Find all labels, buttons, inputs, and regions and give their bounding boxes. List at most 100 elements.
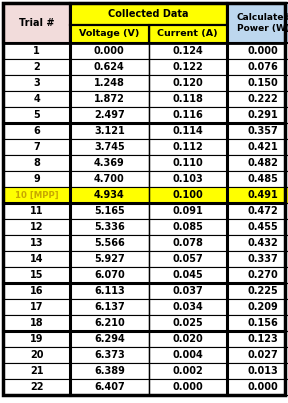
Text: 0.222: 0.222 [248, 94, 279, 104]
Text: Current (A): Current (A) [158, 29, 218, 38]
Bar [3, 171, 70, 187]
Text: 16: 16 [30, 286, 43, 296]
Bar [149, 75, 227, 91]
Bar [3, 235, 70, 251]
Bar [3, 75, 70, 91]
Bar [3, 219, 70, 235]
Text: 5: 5 [33, 110, 40, 120]
Text: 0.421: 0.421 [248, 142, 279, 152]
Text: 0.482: 0.482 [248, 158, 279, 168]
Text: 5.165: 5.165 [94, 206, 125, 216]
Bar [149, 283, 227, 299]
Bar [70, 251, 149, 267]
Text: 0.091: 0.091 [172, 206, 203, 216]
Text: 19: 19 [30, 334, 43, 344]
Text: 0.124: 0.124 [172, 46, 203, 56]
Text: 6.210: 6.210 [94, 318, 125, 328]
Text: Calculated
Power (W): Calculated Power (W) [236, 13, 288, 33]
Text: 0.270: 0.270 [248, 270, 279, 280]
Text: 3: 3 [33, 78, 40, 88]
Text: 14: 14 [30, 254, 43, 264]
Text: 1: 1 [33, 46, 40, 56]
Bar [70, 187, 149, 203]
Bar [227, 107, 288, 123]
Text: 0.291: 0.291 [248, 110, 279, 120]
Bar [70, 43, 149, 59]
Bar [70, 315, 149, 331]
Bar [149, 155, 227, 171]
Bar [227, 155, 288, 171]
Bar [227, 219, 288, 235]
Bar [70, 3, 227, 25]
Text: 15: 15 [30, 270, 43, 280]
Text: 21: 21 [30, 366, 43, 376]
Bar [227, 203, 288, 219]
Text: 2.497: 2.497 [94, 110, 125, 120]
Text: 0.000: 0.000 [248, 46, 279, 56]
Bar [149, 123, 227, 139]
Bar [3, 3, 70, 43]
Bar [70, 155, 149, 171]
Text: 0.078: 0.078 [172, 238, 203, 248]
Text: 0.491: 0.491 [248, 190, 279, 200]
Text: 6: 6 [33, 126, 40, 136]
Bar [227, 139, 288, 155]
Bar [70, 379, 149, 395]
Bar [70, 299, 149, 315]
Text: Collected Data: Collected Data [108, 9, 189, 19]
Text: 0.034: 0.034 [172, 302, 203, 312]
Bar [70, 59, 149, 75]
Bar [227, 75, 288, 91]
Text: 0.000: 0.000 [172, 382, 203, 392]
Text: 5.566: 5.566 [94, 238, 125, 248]
Text: 6.389: 6.389 [94, 366, 125, 376]
Text: 10 [MPP]: 10 [MPP] [15, 190, 58, 199]
Text: 6.070: 6.070 [94, 270, 125, 280]
Text: 0.076: 0.076 [248, 62, 279, 72]
Text: 0.114: 0.114 [172, 126, 203, 136]
Text: 4.700: 4.700 [94, 174, 125, 184]
Text: 0.025: 0.025 [172, 318, 203, 328]
Text: 0.432: 0.432 [248, 238, 279, 248]
Bar [3, 251, 70, 267]
Bar [227, 299, 288, 315]
Text: 0.455: 0.455 [248, 222, 279, 232]
Text: 0.002: 0.002 [172, 366, 203, 376]
Text: 0.100: 0.100 [172, 190, 203, 200]
Bar [3, 299, 70, 315]
Text: 6.137: 6.137 [94, 302, 125, 312]
Bar [70, 75, 149, 91]
Bar [3, 43, 70, 59]
Text: 0.085: 0.085 [172, 222, 203, 232]
Text: 12: 12 [30, 222, 43, 232]
Bar [227, 315, 288, 331]
Bar [227, 251, 288, 267]
Text: 0.027: 0.027 [248, 350, 279, 360]
Text: 6.407: 6.407 [94, 382, 125, 392]
Bar [70, 203, 149, 219]
Text: Trial #: Trial # [19, 18, 54, 28]
Bar [149, 203, 227, 219]
Bar [70, 171, 149, 187]
Bar [227, 347, 288, 363]
Bar [149, 363, 227, 379]
Text: 0.110: 0.110 [172, 158, 203, 168]
Bar [70, 347, 149, 363]
Bar [70, 123, 149, 139]
Text: 13: 13 [30, 238, 43, 248]
Bar [3, 91, 70, 107]
Bar [3, 59, 70, 75]
Bar [149, 59, 227, 75]
Text: 0.624: 0.624 [94, 62, 125, 72]
Text: 0.485: 0.485 [248, 174, 279, 184]
Text: 0.472: 0.472 [248, 206, 279, 216]
Text: 7: 7 [33, 142, 40, 152]
Text: 3.121: 3.121 [94, 126, 125, 136]
Bar [3, 315, 70, 331]
Bar [149, 171, 227, 187]
Bar [70, 331, 149, 347]
Text: 22: 22 [30, 382, 43, 392]
Text: 0.120: 0.120 [172, 78, 203, 88]
Text: 5.927: 5.927 [94, 254, 125, 264]
Text: 0.209: 0.209 [248, 302, 279, 312]
